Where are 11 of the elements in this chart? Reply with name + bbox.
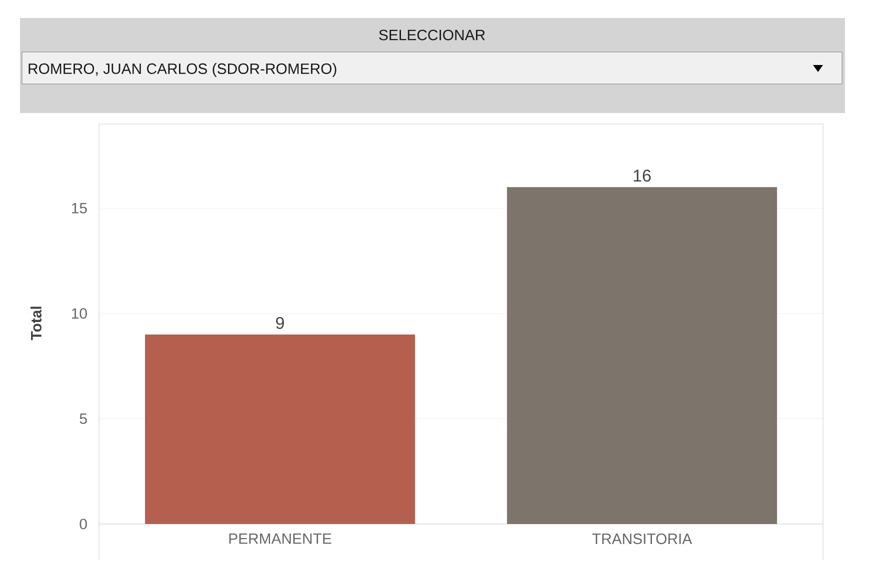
y-tick-label: 0 <box>80 518 87 530</box>
data-label: 9 <box>276 317 284 329</box>
y-tick-label: 15 <box>72 202 87 214</box>
x-tick-label: PERMANENTE <box>229 534 332 544</box>
y-tick-label: 5 <box>80 414 87 424</box>
chart-title: SELECCIONAR <box>379 30 485 40</box>
y-tick-label: 10 <box>72 308 87 319</box>
y-axis-title: Total <box>30 306 42 340</box>
x-tick-label: TRANSITORIA <box>592 534 692 544</box>
chart-subtitle: ROMERO, JUAN CARLOS (SDOR-ROMERO) <box>28 63 336 77</box>
data-label: 16 <box>634 170 651 182</box>
